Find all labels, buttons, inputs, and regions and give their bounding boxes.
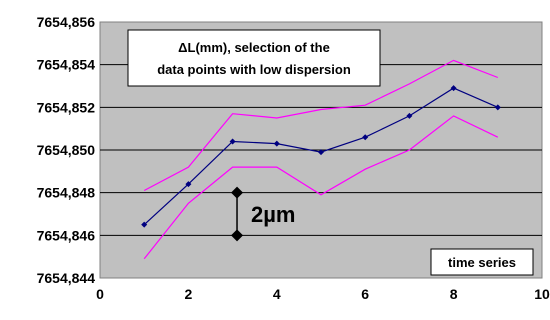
description-line-2: data points with low dispersion [157,62,351,77]
data-point [362,134,369,141]
series-line-2 [143,59,499,192]
y-tick-label: 7654,852 [37,99,96,115]
series-lines [141,59,501,260]
data-point [273,140,280,147]
data-point [318,149,324,156]
data-point [494,104,501,111]
description-box-frame [127,29,381,87]
y-tick-label: 7654,848 [37,185,96,201]
x-tick-label: 8 [450,286,458,302]
data-point [406,112,413,119]
scale-bar-end [231,229,244,242]
description-line-1: ΔL(mm), selection of the [178,40,330,55]
x-tick-label: 10 [534,286,550,302]
data-point [229,138,236,145]
data-point [185,181,192,188]
y-tick-label: 7654,846 [37,227,96,243]
y-tick-label: 7654,856 [37,14,96,30]
time-series-box: time series [430,248,534,276]
y-tick-label: 7654,854 [37,57,96,73]
data-point [141,221,148,228]
x-axis-tick-labels: 0 2 4 6 8 10 [96,286,550,302]
scale-bar-end [231,186,244,199]
x-tick-label: 2 [185,286,193,302]
x-tick-label: 6 [361,286,369,302]
description-box: ΔL(mm), selection of the data points wit… [127,29,381,87]
y-tick-label: 7654,850 [37,142,96,158]
scale-bar: 2µm [231,186,296,242]
x-tick-label: 4 [273,286,281,302]
series-line-3 [143,115,499,260]
scale-bar-label: 2µm [251,202,295,227]
time-series-box-frame [430,248,534,276]
y-axis-tick-labels: 7654,844 7654,846 7654,848 7654,850 7654,852… [37,14,96,286]
time-series-label: time series [448,255,516,270]
data-point [450,85,457,92]
x-tick-label: 0 [96,286,104,302]
y-tick-label: 7654,844 [37,270,96,286]
